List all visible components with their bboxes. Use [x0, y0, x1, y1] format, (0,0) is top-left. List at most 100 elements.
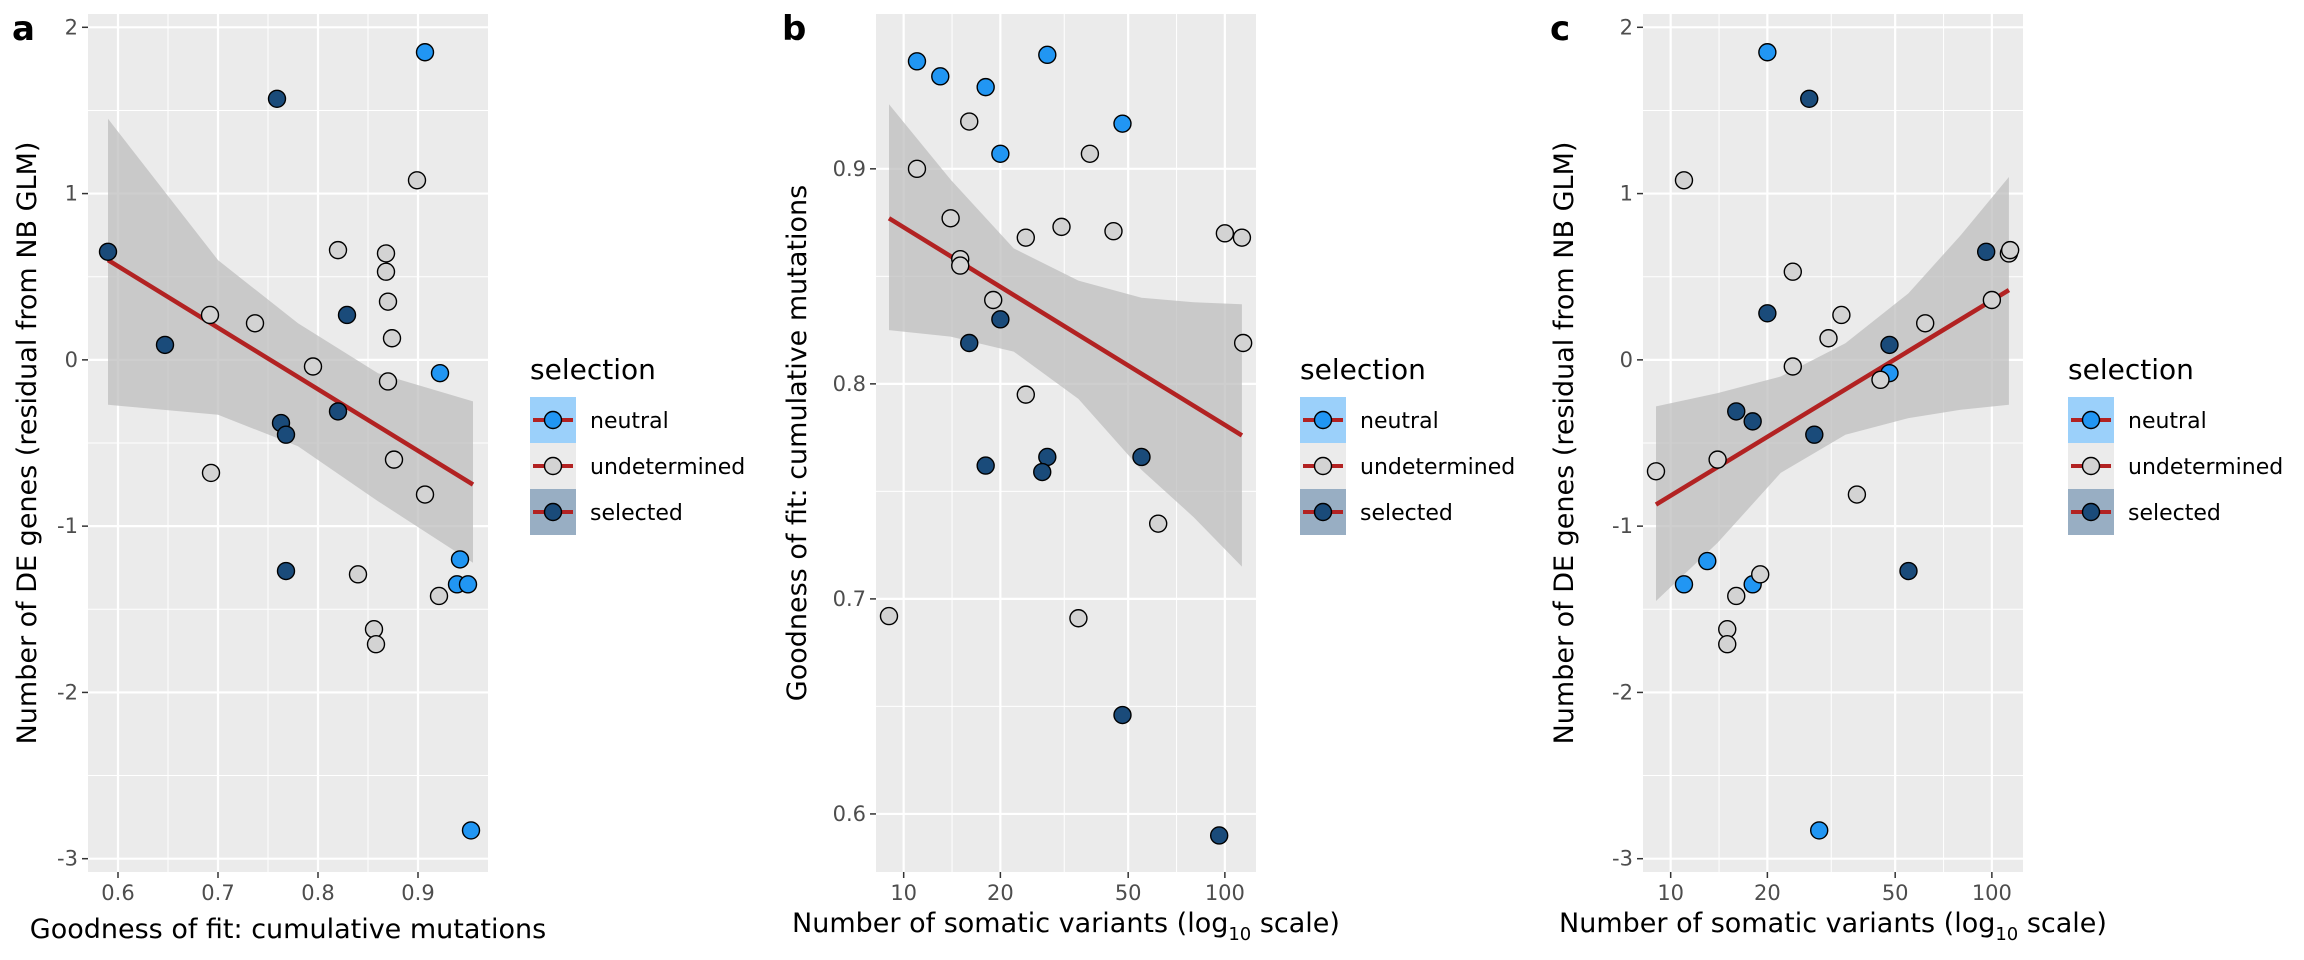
y-tick-label: -1: [57, 514, 78, 538]
legend: selection neutral undetermined selected: [2068, 353, 2283, 535]
point-neutral: [415, 43, 435, 62]
point-selected: [960, 333, 979, 353]
x-tick-label: 50: [1115, 881, 1142, 905]
legend-key-point: [2081, 502, 2101, 522]
y-tick-label: -3: [1612, 847, 1633, 871]
point-undetermined: [1783, 262, 1803, 281]
point-neutral: [1038, 45, 1057, 65]
x-axis-label-subscript: 10: [1228, 924, 1251, 945]
legend-key-point: [1313, 410, 1333, 430]
point-selected: [328, 402, 348, 421]
point-undetermined: [2000, 240, 2020, 260]
point-selected: [1209, 826, 1229, 845]
point-undetermined: [1819, 329, 1838, 348]
legend-entry-label: neutral: [590, 409, 669, 434]
y-tick-label: 0: [65, 348, 78, 372]
point-selected: [276, 561, 296, 581]
panel-label: b: [782, 9, 806, 49]
point-selected: [1033, 462, 1052, 482]
x-axis-label-main: Number of somatic variants (log: [1559, 908, 1995, 939]
x-axis-label-tail: scale): [1251, 908, 1340, 939]
point-undetermined: [1080, 144, 1100, 163]
point-neutral: [991, 144, 1010, 163]
y-tick-label: -2: [1612, 680, 1633, 704]
point-undetermined: [1069, 609, 1088, 628]
panel-b: 10 20 50 100 0.6 0.7 0.8 0.9 b Number of somatic …: [782, 9, 1515, 945]
legend-title: selection: [1300, 353, 1426, 386]
y-tick-label: 0.7: [833, 587, 866, 611]
panel-a: 0.6 0.7 0.8 0.9 -3 -2 -1 0 1 2 a Goodness of fit: c…: [12, 9, 745, 945]
x-tick-label: 0.7: [201, 881, 234, 905]
point-undetermined: [1215, 224, 1235, 243]
legend-key-point: [1313, 502, 1333, 522]
point-selected: [1113, 705, 1132, 725]
point-undetermined: [378, 372, 398, 391]
x-tick-label: 0.9: [401, 881, 434, 905]
x-axis-label-main: Number of somatic variants (log: [792, 908, 1228, 939]
point-undetermined: [1871, 370, 1890, 390]
point-undetermined: [376, 244, 396, 263]
regression-line: [1654, 288, 2011, 507]
point-neutral: [1758, 43, 1777, 62]
point-undetermined: [984, 290, 1003, 310]
y-axis-label: Number of DE genes (residual from NB GLM…: [12, 142, 43, 745]
y-tick-label: 0: [1620, 348, 1633, 372]
x-axis-label-subscript: 10: [1995, 924, 2018, 945]
point-selected: [991, 310, 1010, 329]
x-tick-label: 100: [1972, 881, 2012, 905]
point-selected: [1805, 425, 1824, 444]
y-tick-label: 0.6: [833, 802, 866, 826]
panel-c: 10 20 50 100 -3 -2 -1 0 1 2 c Number of somatic var…: [1549, 9, 2283, 945]
legend-key-point: [543, 410, 563, 430]
point-undetermined: [1708, 450, 1727, 469]
point-undetermined: [1847, 485, 1867, 504]
point-undetermined: [201, 463, 221, 483]
x-tick-label: 20: [987, 881, 1014, 905]
legend-entry-label: selected: [1360, 501, 1453, 526]
x-tick-label: 0.6: [101, 881, 134, 905]
point-undetermined: [245, 314, 265, 333]
point-selected: [1758, 304, 1777, 323]
legend: selection neutral undetermined selected: [530, 353, 745, 535]
point-selected: [1800, 89, 1819, 109]
point-neutral: [430, 363, 450, 383]
x-tick-label: 10: [890, 881, 917, 905]
legend: selection neutral undetermined selected: [1300, 353, 1515, 535]
point-neutral: [1810, 821, 1829, 840]
point-neutral: [461, 821, 481, 840]
regression-line: [106, 258, 475, 487]
legend-entry-label: undetermined: [1360, 455, 1515, 480]
confidence-ribbon: [108, 118, 473, 563]
y-tick-label: 2: [65, 15, 78, 39]
point-selected: [1899, 561, 1918, 581]
point-undetermined: [1832, 305, 1851, 325]
point-neutral: [458, 575, 478, 594]
point-selected: [276, 425, 296, 444]
point-selected: [1743, 412, 1762, 431]
point-undetermined: [429, 586, 449, 606]
point-undetermined: [328, 240, 348, 260]
legend-entry-label: neutral: [1360, 409, 1439, 434]
x-tick-label: 100: [1205, 881, 1245, 905]
point-undetermined: [376, 262, 396, 281]
point-undetermined: [415, 485, 435, 504]
point-selected: [1976, 242, 1996, 261]
point-undetermined: [407, 171, 427, 190]
legend-key-point: [2081, 410, 2101, 430]
point-undetermined: [378, 292, 398, 311]
point-selected: [976, 456, 995, 475]
point-neutral: [907, 52, 927, 71]
x-axis-label: Goodness of fit: cumulative mutations: [30, 914, 546, 945]
x-axis-label: Number of somatic variants (log10 scale): [1559, 908, 2107, 945]
point-undetermined: [907, 159, 927, 179]
legend-entry-label: undetermined: [2128, 455, 2283, 480]
point-undetermined: [384, 450, 404, 469]
point-undetermined: [960, 112, 979, 131]
legend-key-point: [543, 502, 563, 522]
legend-key-point: [543, 456, 563, 476]
point-undetermined: [1674, 171, 1694, 190]
x-axis-label-tail: scale): [2018, 908, 2107, 939]
point-undetermined: [1052, 217, 1071, 237]
legend-entry-label: selected: [590, 501, 683, 526]
